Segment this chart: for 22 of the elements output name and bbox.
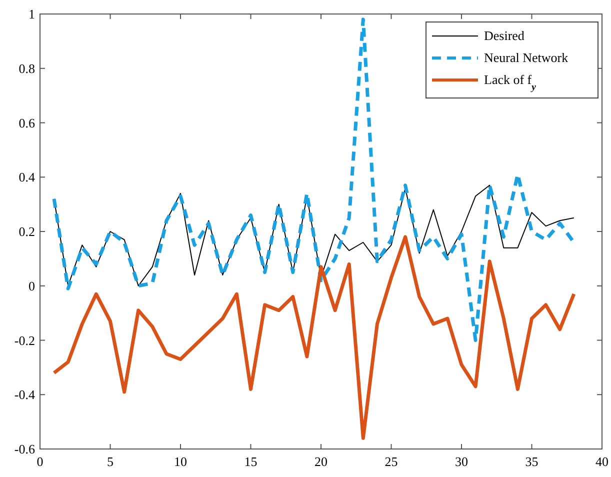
y-tick-label: -0.4 bbox=[14, 387, 36, 402]
x-tick-label: 35 bbox=[525, 454, 538, 469]
y-tick-label: 0.8 bbox=[18, 60, 35, 76]
y-tick-label: 1 bbox=[28, 6, 35, 22]
x-tick-label: 30 bbox=[455, 454, 468, 469]
y-tick-label: 0.4 bbox=[18, 170, 36, 185]
x-tick-label: 20 bbox=[314, 454, 328, 469]
x-tick-label: 5 bbox=[107, 454, 114, 469]
y-tick-label: -0.2 bbox=[14, 332, 35, 348]
legend-label: Neural Network bbox=[484, 50, 569, 65]
line-series bbox=[52, 235, 576, 440]
x-tick-label: 10 bbox=[174, 454, 187, 469]
x-tick-label: 15 bbox=[244, 454, 258, 469]
y-tick-label: 0.6 bbox=[18, 115, 36, 130]
x-tick-label: 40 bbox=[596, 454, 608, 469]
legend-label: Lack of f$_{y}$ bbox=[484, 72, 537, 92]
y-tick-label: 0 bbox=[28, 278, 35, 294]
line-series bbox=[52, 18, 576, 342]
x-tick-label: 25 bbox=[384, 454, 398, 469]
legend-label: Desired bbox=[484, 28, 525, 43]
y-tick-label: -0.6 bbox=[14, 442, 36, 456]
y-tick-label: 0.2 bbox=[18, 224, 35, 239]
